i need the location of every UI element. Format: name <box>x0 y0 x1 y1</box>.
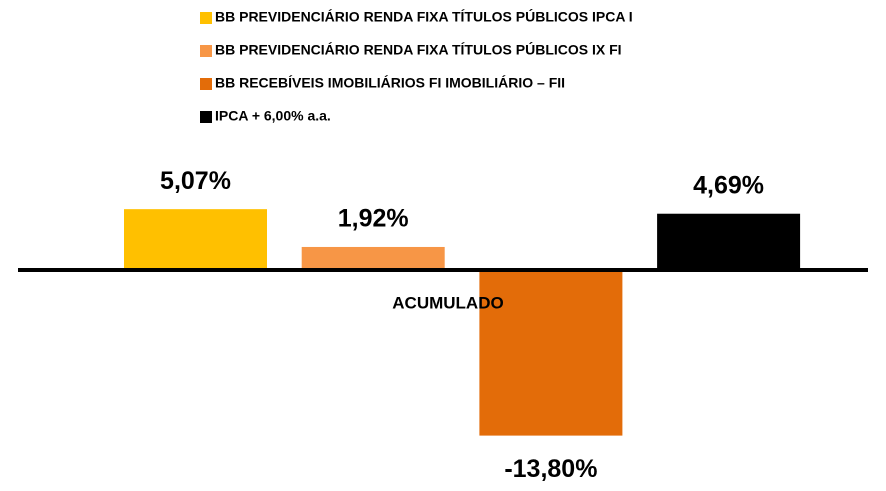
legend-swatch <box>200 111 212 123</box>
bar <box>301 246 445 270</box>
zero-line <box>18 268 868 272</box>
legend-swatch <box>200 45 212 57</box>
category-label: ACUMULADO <box>392 293 503 312</box>
bar <box>479 270 623 436</box>
legend-label: BB PREVIDENCIÁRIO RENDA FIXA TÍTULOS PÚB… <box>215 41 622 58</box>
legend-swatch <box>200 12 212 24</box>
value-label: 1,92% <box>338 205 409 233</box>
legend-label: IPCA + 6,00% a.a. <box>215 108 331 124</box>
value-label: 5,07% <box>160 167 231 195</box>
value-label: -13,80% <box>504 455 597 483</box>
value-label: 4,69% <box>693 171 764 199</box>
bar <box>657 213 801 270</box>
bar <box>124 209 267 270</box>
legend-swatch <box>200 78 212 90</box>
legend-label: BB RECEBÍVEIS IMOBILIÁRIOS FI IMOBILIÁRI… <box>215 75 565 91</box>
legend-label: BB PREVIDENCIÁRIO RENDA FIXA TÍTULOS PÚB… <box>215 8 633 25</box>
